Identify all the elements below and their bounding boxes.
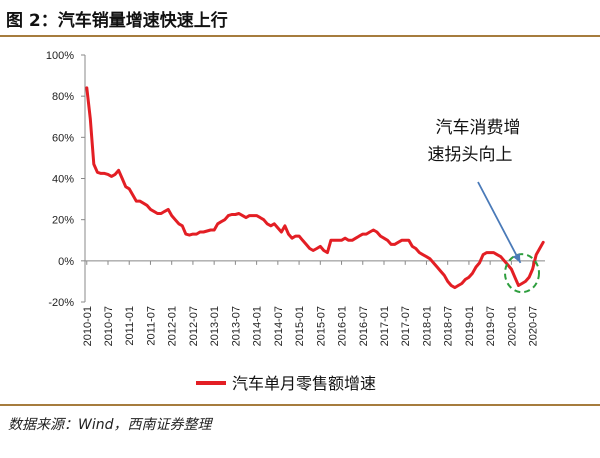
- x-tick-label: 2016-01: [337, 306, 349, 346]
- y-tick-label: -20%: [48, 297, 74, 309]
- x-tick-label: 2010-01: [82, 306, 94, 346]
- y-tick-label: 20%: [52, 215, 74, 227]
- x-tick-label: 2015-01: [294, 306, 306, 346]
- x-tick-label: 2014-07: [273, 306, 285, 346]
- x-tick-label: 2010-07: [103, 306, 115, 346]
- series-group: [85, 86, 545, 290]
- source-note: 数据来源：Wind，西南证券整理: [8, 417, 212, 433]
- x-tick-label: 2018-01: [421, 306, 433, 346]
- annotation-line-1: 汽车消费增: [436, 118, 521, 138]
- annotation-line-2: 速拐头向上: [428, 145, 513, 165]
- x-tick-label: 2018-07: [443, 306, 455, 346]
- figure-title: 图 2：汽车销量增速快速上行: [6, 11, 228, 31]
- annotation-arrowhead: [512, 253, 521, 263]
- x-tick-label: 2011-07: [145, 306, 157, 346]
- line-chart: -20%0%20%40%60%80%100% 2010-01 2010-07 201…: [46, 50, 545, 393]
- x-tick-label: 2012-07: [188, 306, 200, 346]
- highlight-circle: [504, 253, 540, 294]
- y-tick-label: 0%: [58, 256, 74, 268]
- x-axis-ticks: [86, 260, 534, 265]
- bottom-rule: [0, 404, 600, 406]
- legend-label: 汽车单月零售额增速: [232, 374, 376, 393]
- x-tick-label: 2014-01: [252, 306, 264, 346]
- x-tick-label: 2013-07: [230, 306, 242, 346]
- x-tick-label: 2020-07: [528, 306, 540, 346]
- y-tick-label: 60%: [52, 132, 74, 144]
- x-tick-label: 2015-07: [315, 306, 327, 346]
- y-tick-label: 40%: [52, 174, 74, 186]
- x-tick-label: 2013-01: [209, 306, 221, 346]
- top-rule: [0, 35, 600, 37]
- x-axis-tick-labels: 2010-01 2010-07 2011-01 2011-07 2012-01 2012-…: [82, 306, 540, 346]
- annotation-arrow: [477, 181, 522, 264]
- y-tick-label: 80%: [52, 91, 74, 103]
- series-line: [85, 86, 545, 290]
- x-tick-label: 2017-07: [400, 306, 412, 346]
- x-tick-label: 2012-01: [167, 306, 179, 346]
- x-tick-label: 2020-01: [506, 306, 518, 346]
- x-tick-label: 2016-07: [358, 306, 370, 346]
- x-tick-label: 2017-01: [379, 306, 391, 346]
- x-tick-label: 2011-01: [124, 306, 136, 346]
- x-tick-label: 2019-01: [464, 306, 476, 346]
- y-tick-label: 100%: [46, 50, 74, 62]
- x-tick-label: 2019-07: [485, 306, 497, 346]
- y-axis-tick-labels: -20% 0% 20% 40% 60% 80% 100%: [46, 50, 85, 309]
